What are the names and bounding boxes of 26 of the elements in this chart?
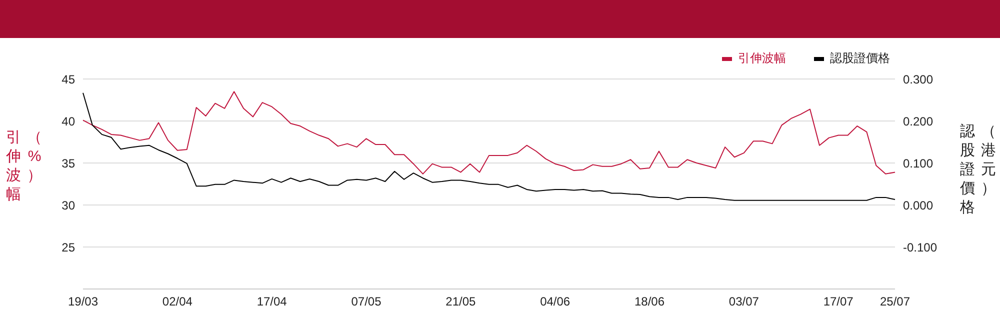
- x-tick-label: 17/07: [823, 294, 854, 309]
- x-tick-label: 04/06: [540, 294, 570, 309]
- y-tick-label: 35: [62, 156, 76, 170]
- y2-tick-label: 0.300: [903, 72, 934, 86]
- text: 引伸波幅（%）: [6, 129, 42, 203]
- y-tick-label: 30: [62, 198, 76, 212]
- x-tick-label: 02/04: [162, 294, 193, 309]
- y-tick-label: 25: [62, 240, 76, 254]
- y2-tick-label: -0.100: [903, 240, 938, 254]
- legend-label: 引伸波幅: [738, 50, 786, 67]
- y2-tick-label: 0.000: [903, 198, 934, 212]
- y2-tick-label: 0.100: [903, 156, 934, 170]
- y-tick-label: 45: [62, 72, 76, 86]
- legend-label: 認股證價格: [830, 50, 890, 67]
- text: 認股證價格（港元）: [960, 123, 996, 216]
- x-tick-label: 18/06: [634, 294, 665, 309]
- x-tick-label: 03/07: [728, 294, 760, 309]
- y2-tick-label: 0.200: [903, 114, 934, 128]
- x-tick-label: 19/03: [68, 294, 98, 309]
- line-series: [82, 92, 896, 201]
- x-tick-label: 07/05: [351, 294, 382, 309]
- x-tick-label: 17/04: [256, 294, 288, 309]
- x-tick-label: 25/07: [880, 294, 910, 309]
- y-tick-label: 40: [62, 114, 76, 128]
- line-series: [82, 91, 896, 174]
- x-tick-label: 21/05: [446, 294, 476, 309]
